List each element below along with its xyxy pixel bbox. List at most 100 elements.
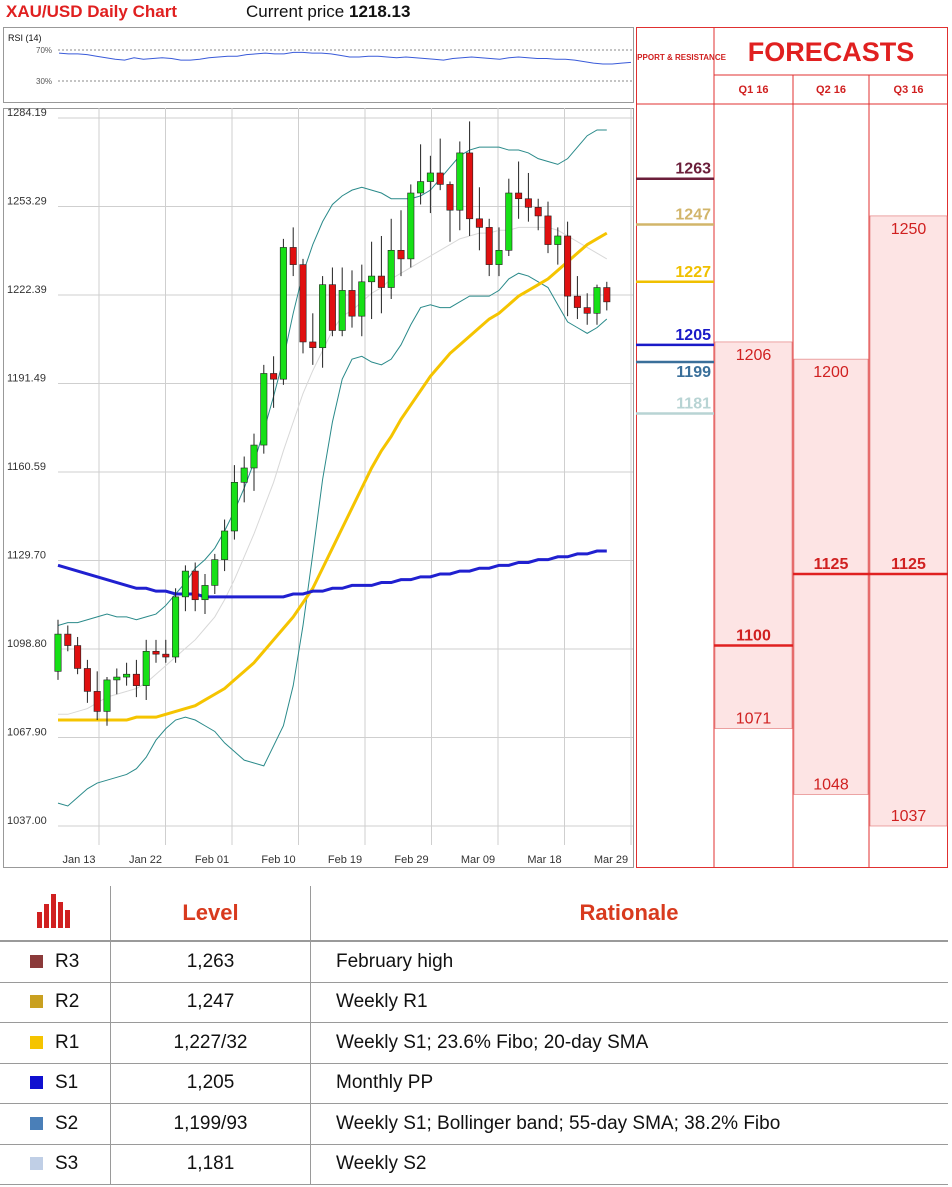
forecast-median: 1100 <box>736 628 771 645</box>
candle-body <box>64 633 72 646</box>
levels-table: Level Rationale R3 1,263 February high R2 1,… <box>0 886 948 1185</box>
candle-body <box>603 287 611 303</box>
candle <box>505 178 513 257</box>
candle-body <box>377 275 385 288</box>
candle-body <box>113 676 121 681</box>
candle-body <box>83 668 91 692</box>
candle-body <box>162 653 170 658</box>
candle-body <box>475 218 483 228</box>
row-name: R2 <box>55 991 80 1013</box>
candle <box>270 356 278 408</box>
candle-body <box>270 373 278 380</box>
level-label: 1227 <box>675 264 711 281</box>
candle <box>172 588 180 663</box>
candle <box>181 565 189 612</box>
table-row: R3 1,263 February high <box>0 941 948 983</box>
forecast-low: 1048 <box>813 776 849 793</box>
row-name: S2 <box>55 1112 79 1134</box>
forecast-low: 1037 <box>891 808 927 825</box>
quarter-label: Q2 16 <box>816 84 846 96</box>
candle <box>544 201 552 254</box>
price-chart: 1284.19 1253.29 1222.39 1191.49 1160.59 1129.… <box>3 108 634 868</box>
row-level: 1,263 <box>110 941 311 983</box>
chart-grid <box>58 108 633 845</box>
candle-body <box>387 249 395 288</box>
level-swatch <box>30 1157 43 1171</box>
forecast-median: 1125 <box>891 556 926 573</box>
x-tick-label: Jan 22 <box>129 854 162 866</box>
candle <box>485 218 493 277</box>
sma200-line <box>57 549 607 599</box>
candle-body <box>221 530 229 560</box>
candle <box>64 625 72 652</box>
candle-body <box>74 645 82 669</box>
candle-body <box>211 559 219 586</box>
level-label: 1247 <box>675 207 711 224</box>
candle <box>230 465 238 540</box>
row-level: 1,205 <box>110 1063 311 1104</box>
header-level: Level <box>110 886 311 942</box>
rsi-panel: RSI (14) 70% 30% <box>3 27 634 103</box>
row-rationale: Weekly R1 <box>310 982 948 1023</box>
candle-body <box>544 215 552 245</box>
candle <box>289 227 297 277</box>
rsi-label: RSI (14) <box>8 33 42 43</box>
current-price: Current price 1218.13 <box>246 2 410 22</box>
table-row: S2 1,199/93 Weekly S1; Bollinger band; 55-… <box>0 1103 948 1145</box>
candle-body <box>123 673 131 678</box>
candle-body <box>181 570 189 598</box>
level-swatch <box>30 1116 43 1130</box>
row-name: R3 <box>55 950 80 972</box>
y-tick-label: 1191.49 <box>7 373 46 385</box>
row-level: 1,199/93 <box>110 1103 311 1145</box>
candle-body <box>250 444 258 469</box>
row-rationale: February high <box>310 941 948 983</box>
candle <box>328 267 336 337</box>
price-value: 1218.13 <box>348 2 411 21</box>
candle <box>113 668 121 695</box>
candle <box>495 227 503 277</box>
row-level: 1,181 <box>110 1144 311 1185</box>
forecasts-title: FORECASTS <box>748 37 915 67</box>
candle <box>426 155 434 214</box>
row-rationale: Weekly S1; Bollinger band; 55-day SMA; 3… <box>310 1103 948 1145</box>
candle <box>191 562 199 612</box>
row-name-cell: S3 <box>0 1144 111 1185</box>
row-rationale: Monthly PP <box>310 1063 948 1104</box>
candles <box>54 121 611 726</box>
level-swatch <box>30 995 43 1009</box>
quarter-label: Q3 16 <box>894 84 924 96</box>
candle-body <box>397 249 405 260</box>
header-rationale: Rationale <box>310 886 948 942</box>
candle <box>456 141 464 231</box>
candle <box>338 267 346 337</box>
forecast-range-bar <box>869 215 948 827</box>
level-label: 1181 <box>676 396 711 413</box>
candle-body <box>495 249 503 265</box>
row-rationale: Weekly S2 <box>310 1144 948 1185</box>
table-header-row: Level Rationale <box>0 886 948 942</box>
candle-body <box>54 633 62 672</box>
candle-body <box>260 373 268 446</box>
candle <box>74 636 82 675</box>
candle <box>524 172 532 222</box>
y-tick-label: 1160.59 <box>7 461 46 473</box>
candle <box>475 187 483 251</box>
candle <box>103 677 111 726</box>
candle <box>368 241 376 320</box>
candle <box>515 161 523 219</box>
forecast-high: 1206 <box>736 347 772 364</box>
row-name-cell: R2 <box>0 982 111 1023</box>
candle-body <box>348 290 356 317</box>
forecast-high: 1250 <box>891 221 927 238</box>
x-axis-labels: Jan 13 Jan 22 Feb 01 Feb 10 Feb 19 Feb 29 Mar … <box>62 854 628 866</box>
row-name: R1 <box>55 1031 80 1053</box>
candle <box>240 456 248 503</box>
candle <box>319 276 327 368</box>
rsi-frame <box>3 27 634 103</box>
x-tick-label: Mar 29 <box>594 854 628 866</box>
candle <box>534 198 542 231</box>
table-row: S3 1,181 Weekly S2 <box>0 1144 948 1185</box>
candle <box>132 659 140 698</box>
candle-body <box>505 192 513 251</box>
